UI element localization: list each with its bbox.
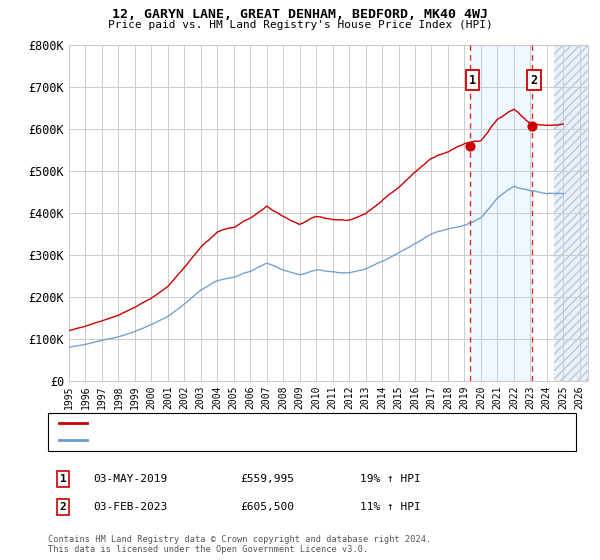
Point [465, 141, 475, 150]
Text: HPI: Average price, detached house, Bedford: HPI: Average price, detached house, Bedf… [91, 435, 360, 445]
Text: Price paid vs. HM Land Registry's House Price Index (HPI): Price paid vs. HM Land Registry's House … [107, 20, 493, 30]
Text: 12, GARYN LANE, GREAT DENHAM, BEDFORD, MK40 4WJ (detached house): 12, GARYN LANE, GREAT DENHAM, BEDFORD, M… [91, 418, 491, 428]
Text: £605,500: £605,500 [240, 502, 294, 512]
Point [527, 122, 536, 131]
Text: 2: 2 [531, 73, 538, 87]
Text: 03-FEB-2023: 03-FEB-2023 [93, 502, 167, 512]
Text: 1: 1 [469, 73, 476, 87]
Bar [470, 45, 532, 381]
Bar [554, 45, 588, 381]
Text: 11% ↑ HPI: 11% ↑ HPI [360, 502, 421, 512]
Text: 03-MAY-2019: 03-MAY-2019 [93, 474, 167, 484]
Text: 2: 2 [59, 502, 67, 512]
Text: Contains HM Land Registry data © Crown copyright and database right 2024.
This d: Contains HM Land Registry data © Crown c… [48, 535, 431, 554]
Text: 19% ↑ HPI: 19% ↑ HPI [360, 474, 421, 484]
Bar [554, 45, 588, 381]
Text: £559,995: £559,995 [240, 474, 294, 484]
Text: 1: 1 [59, 474, 67, 484]
Text: 12, GARYN LANE, GREAT DENHAM, BEDFORD, MK40 4WJ: 12, GARYN LANE, GREAT DENHAM, BEDFORD, M… [112, 8, 488, 21]
